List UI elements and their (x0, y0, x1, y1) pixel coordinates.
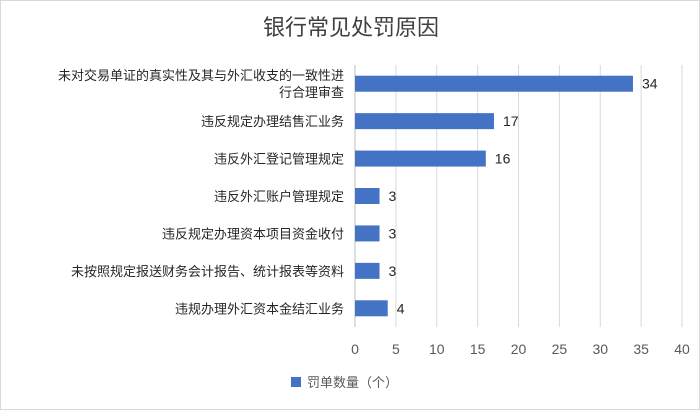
data-label: 3 (389, 263, 397, 279)
x-tick-label: 35 (633, 341, 649, 357)
x-tick-label: 20 (511, 341, 527, 357)
category-labels: 未对交易单证的真实性及其与外汇收支的一致性进行合理审查违反规定办理结售汇业务违反… (58, 68, 344, 317)
legend-swatch (291, 377, 301, 387)
category-label: 违反外汇登记管理规定 (214, 153, 344, 168)
bars (355, 75, 633, 317)
data-label: 4 (397, 300, 405, 316)
data-label: 3 (389, 188, 397, 204)
category-label: 违反规定办理资本项目资金收付 (162, 226, 344, 242)
gridlines (354, 65, 683, 327)
data-label: 34 (642, 76, 658, 92)
x-tick-labels: 0 5 10 15 20 25 30 35 40 (351, 341, 690, 357)
category-label: 违反外汇账户管理规定 (214, 189, 344, 205)
legend-label: 罚单数量（个） (307, 376, 398, 391)
x-tick-label: 10 (429, 341, 445, 357)
chart-title: 银行常见处罚原因 (263, 16, 439, 41)
bar (355, 300, 388, 317)
category-label: 行合理审查 (279, 86, 344, 101)
category-label: 违反规定办理结售汇业务 (201, 114, 344, 130)
category-label: 违规办理外汇资本金结汇业务 (175, 301, 344, 317)
x-tick-label: 40 (674, 341, 690, 357)
x-tick-label: 5 (392, 341, 400, 357)
bar (355, 75, 633, 92)
x-tick-label: 0 (351, 341, 359, 357)
bar (355, 113, 494, 130)
data-label: 3 (389, 225, 397, 241)
x-tick-label: 25 (552, 341, 568, 357)
bar (355, 188, 380, 204)
bar (355, 150, 486, 167)
category-label: 未对交易单证的真实性及其与外汇收支的一致性进 (58, 68, 344, 84)
x-tick-label: 30 (592, 341, 608, 357)
x-tick-label: 15 (470, 341, 486, 357)
bar (355, 262, 380, 279)
data-label: 17 (503, 113, 519, 129)
legend: 罚单数量（个） (291, 376, 398, 391)
category-label: 未按照规定报送财务会计报告、统计报表等资料 (71, 264, 344, 280)
bar (355, 225, 380, 242)
data-label: 16 (495, 151, 511, 167)
